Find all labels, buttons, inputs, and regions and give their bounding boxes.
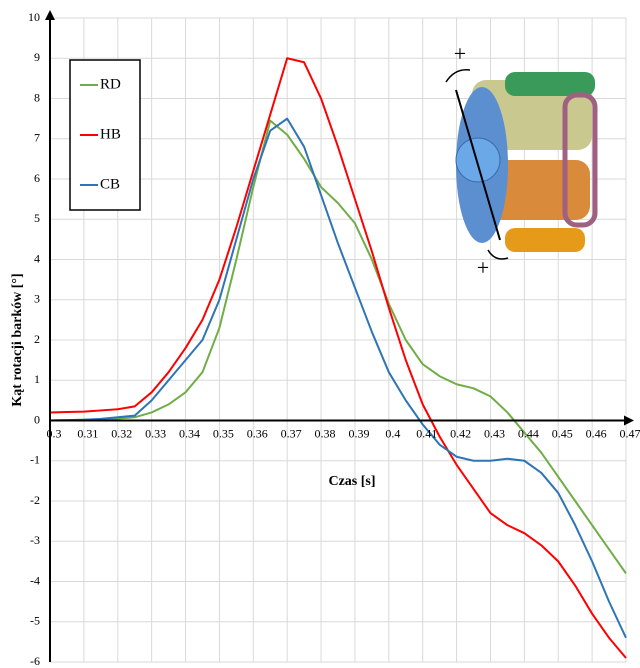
y-tick-label: 1 [34, 372, 40, 386]
x-tick-label: 0.36 [247, 426, 268, 440]
y-tick-label: 5 [34, 211, 40, 225]
y-tick-label: -6 [30, 654, 40, 668]
x-tick-label: 0.43 [484, 426, 505, 440]
y-tick-label: -2 [30, 493, 40, 507]
series-line [49, 117, 627, 639]
x-tick-label: 0.44 [518, 426, 539, 440]
x-tick-label: 0.45 [552, 426, 573, 440]
x-tick-label: 0.42 [450, 426, 471, 440]
y-tick-label: 9 [34, 50, 40, 64]
x-tick-label: 0.35 [213, 426, 234, 440]
y-tick-label: -4 [30, 573, 40, 587]
series-line [49, 119, 627, 575]
x-tick-label: 0.4 [385, 426, 400, 440]
y-axis-arrow [45, 10, 55, 20]
inset-label: + [477, 255, 489, 280]
x-tick-label: 0.31 [77, 426, 98, 440]
y-tick-label: 2 [34, 332, 40, 346]
inset-illustration: + + [445, 41, 598, 280]
dummy-head [455, 137, 501, 183]
y-tick-label: 10 [28, 10, 40, 24]
dummy-wheel [562, 92, 598, 228]
x-tick-label: 0.37 [281, 426, 302, 440]
legend-label: CB [100, 176, 120, 192]
rotation-arrow [445, 69, 471, 83]
legend-label: RD [100, 76, 121, 92]
x-tick-label: 0.41 [416, 426, 437, 440]
x-tick-label: 0.39 [348, 426, 369, 440]
x-tick-label: 0.38 [315, 426, 336, 440]
rotation-axis [455, 89, 501, 241]
y-tick-label: 3 [34, 292, 40, 306]
inset-label: + [454, 41, 466, 66]
x-tick-label: 0.3 [47, 426, 62, 440]
y-tick-label: 4 [34, 251, 40, 265]
x-axis-label: Czas [s] [328, 474, 375, 489]
rotation-arrow [487, 249, 509, 260]
y-tick-label: 8 [34, 90, 40, 104]
y-tick-label: -3 [30, 533, 40, 547]
dummy-arm [505, 72, 595, 96]
series-line [49, 57, 627, 659]
x-axis-arrow [624, 415, 634, 426]
y-axis-label: Kąt rotacji barków [°] [10, 273, 25, 406]
x-tick-label: 0.34 [179, 426, 200, 440]
y-tick-label: -1 [30, 453, 40, 467]
x-tick-label: 0.33 [145, 426, 166, 440]
y-tick-label: 7 [34, 131, 40, 145]
y-tick-label: 0 [34, 412, 40, 426]
x-tick-label: 0.46 [586, 426, 607, 440]
y-tick-label: 6 [34, 171, 40, 185]
legend-label: HB [100, 126, 121, 142]
y-tick-label: -5 [30, 614, 40, 628]
x-tick-label: 0.47 [620, 426, 640, 440]
x-tick-label: 0.32 [111, 426, 132, 440]
dummy-arm [505, 228, 585, 252]
